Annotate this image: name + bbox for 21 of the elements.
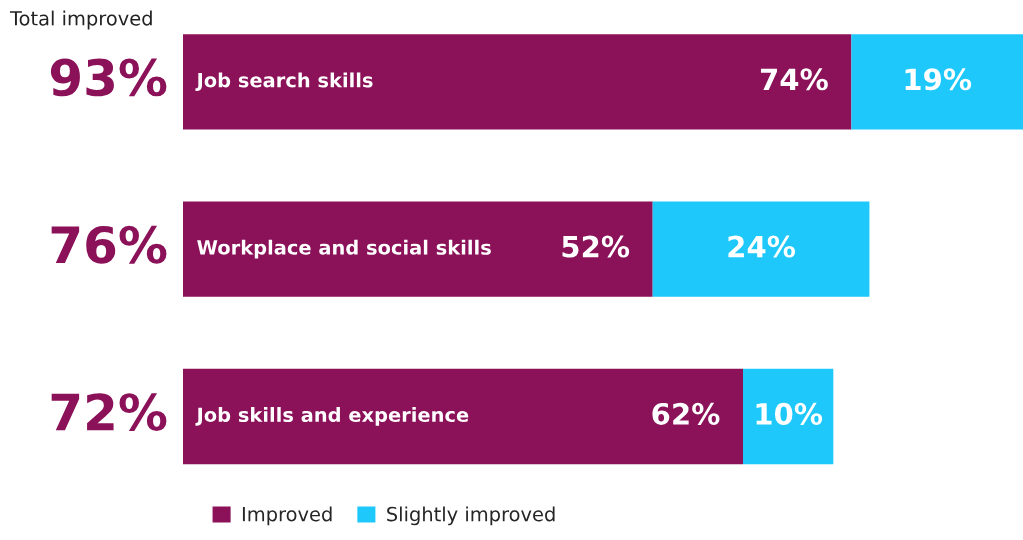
data-label: 62% <box>652 402 720 425</box>
data-label: 19% <box>905 68 972 91</box>
data-label: 74% <box>760 68 828 91</box>
bar <box>183 201 653 297</box>
data-label: 10% <box>756 402 823 425</box>
data-label: 52% <box>562 235 630 258</box>
y-tick-label: Job skills and experience <box>195 407 469 426</box>
legend-label: Slightly improved <box>387 506 555 526</box>
bar <box>183 368 743 465</box>
bar <box>183 34 852 130</box>
data-label: 24% <box>728 235 796 258</box>
bar <box>851 34 1023 130</box>
total-label: 76% <box>51 225 167 264</box>
legend-label: Improved <box>242 506 332 526</box>
y-tick-label: Job search skills <box>195 72 373 92</box>
bar <box>652 201 870 297</box>
total-label: 93% <box>50 58 167 97</box>
total-label: 72% <box>51 393 167 431</box>
text: Total improved <box>9 10 152 30</box>
bar <box>743 368 834 465</box>
y-tick-label: Workplace and social skills <box>197 239 491 259</box>
